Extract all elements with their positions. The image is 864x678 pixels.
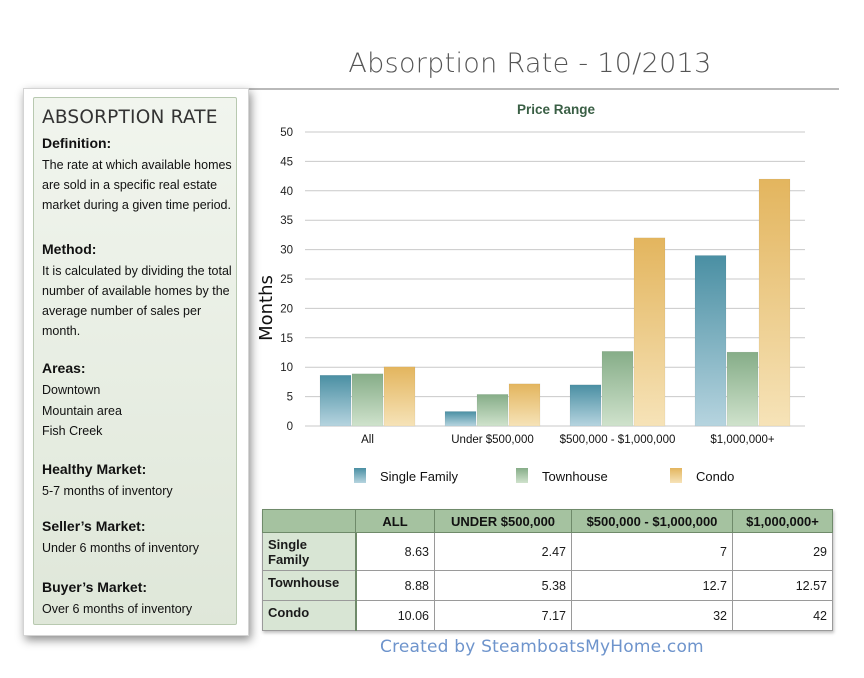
bar-townhouse [351, 373, 384, 427]
sellers-market-text: Under 6 months of inventory [42, 541, 200, 555]
table-header-row: ALL UNDER $500,000 $500,000 - $1,000,000… [262, 509, 833, 533]
table-cell: 8.63 [355, 532, 435, 571]
table-cell: 32 [571, 600, 733, 631]
legend-label: Single Family [380, 469, 459, 484]
bar-single-family [319, 375, 352, 427]
method-section: Method: It is calculated by dividing the… [42, 241, 238, 341]
y-tick-label: 0 [287, 421, 293, 433]
healthy-market-label: Healthy Market: [42, 461, 147, 477]
table-cell: 5.38 [434, 570, 572, 601]
bar-single-family [569, 384, 602, 427]
table-cell: 7.17 [434, 600, 572, 631]
credit-link[interactable]: Created by SteamboatsMyHome.com [380, 637, 704, 657]
y-axis-ticks: 0 5 10 15 20 25 30 35 40 45 50 [280, 127, 293, 433]
definition-section: Definition: The rate at which available … [42, 135, 238, 215]
method-text: It is calculated by dividing the total n… [42, 264, 232, 338]
x-tick-label: $500,000 - $1,000,000 [560, 434, 676, 446]
table-header-cell [262, 509, 356, 533]
y-tick-label: 5 [287, 392, 293, 404]
sellers-market-label: Seller’s Market: [42, 518, 146, 534]
areas-label: Areas: [42, 360, 86, 376]
legend-label: Townhouse [542, 469, 608, 484]
sellers-market-section: Seller’s Market: Under 6 months of inven… [42, 518, 238, 559]
y-tick-label: 35 [280, 215, 293, 227]
legend-swatch [516, 468, 528, 483]
bar-condo [383, 366, 416, 427]
y-tick-label: 45 [280, 156, 293, 168]
table-row: Townhouse 8.88 5.38 12.7 12.57 [262, 570, 833, 601]
absorption-bar-chart: Price Range Months 05101520253035404550 … [256, 102, 805, 484]
table-cell: 8.88 [355, 570, 435, 601]
area-item: Downtown [42, 383, 101, 397]
x-axis-ticks: All Under $500,000 $500,000 - $1,000,000 $1… [361, 434, 775, 446]
y-axis-label: Months [256, 275, 277, 341]
row-label: Single Family [262, 532, 357, 571]
table-header-cell: $500,000 - $1,000,000 [571, 509, 733, 533]
row-label: Townhouse [262, 570, 357, 601]
areas-section: Areas: Downtown Mountain area Fish Creek [42, 360, 238, 442]
table-cell: 29 [732, 532, 833, 571]
table-cell: 12.57 [732, 570, 833, 601]
buyers-market-label: Buyer’s Market: [42, 579, 148, 595]
table-row: Single Family 8.63 2.47 7 29 [262, 532, 833, 571]
bar-townhouse [476, 394, 509, 427]
table-header-cell: UNDER $500,000 [434, 509, 572, 533]
chart-title: Price Range [517, 102, 596, 117]
y-tick-label: 15 [280, 333, 293, 345]
definition-panel: ABSORPTION RATE Definition: The rate at … [23, 88, 249, 636]
bar-condo [508, 383, 541, 427]
y-tick-label: 20 [280, 303, 293, 315]
definition-text: The rate at which available homes are so… [42, 158, 232, 212]
definition-label: Definition: [42, 135, 112, 151]
bar-townhouse [726, 351, 759, 427]
table-row: Condo 10.06 7.17 32 42 [262, 600, 833, 631]
table-cell: 10.06 [355, 600, 435, 631]
data-table: ALL UNDER $500,000 $500,000 - $1,000,000… [262, 509, 833, 631]
healthy-market-text: 5-7 months of inventory [42, 484, 173, 498]
x-tick-label: $1,000,000+ [710, 434, 775, 446]
buyers-market-text: Over 6 months of inventory [42, 602, 193, 616]
x-tick-label: All [361, 434, 374, 446]
legend-swatch [354, 468, 366, 483]
bars [319, 178, 791, 427]
bar-single-family [444, 411, 477, 427]
bar-single-family [694, 255, 727, 427]
page-title: Absorption Rate - 10/2013 [348, 48, 712, 79]
y-tick-label: 30 [280, 245, 293, 257]
healthy-market-section: Healthy Market: 5-7 months of inventory [42, 461, 238, 502]
method-label: Method: [42, 241, 97, 257]
bar-condo [633, 237, 666, 427]
panel-heading: ABSORPTION RATE [42, 107, 218, 128]
bar-condo [758, 178, 791, 427]
bar-townhouse [601, 351, 634, 427]
table-cell: 12.7 [571, 570, 733, 601]
table-cell: 2.47 [434, 532, 572, 571]
legend: Single Family Townhouse Condo [354, 468, 734, 484]
y-tick-label: 40 [280, 186, 293, 198]
definition-panel-inner: ABSORPTION RATE Definition: The rate at … [33, 97, 237, 625]
table-cell: 42 [732, 600, 833, 631]
table-header-cell: $1,000,000+ [732, 509, 833, 533]
x-tick-label: Under $500,000 [451, 434, 533, 446]
y-tick-label: 25 [280, 274, 293, 286]
table-cell: 7 [571, 532, 733, 571]
buyers-market-section: Buyer’s Market: Over 6 months of invento… [42, 579, 238, 620]
y-tick-label: 50 [280, 127, 293, 139]
y-tick-label: 10 [280, 362, 293, 374]
row-label: Condo [262, 600, 357, 631]
legend-swatch [670, 468, 682, 483]
title-divider [247, 88, 839, 90]
area-item: Fish Creek [42, 424, 103, 438]
area-item: Mountain area [42, 403, 122, 418]
table-header-cell: ALL [355, 509, 435, 533]
legend-label: Condo [696, 469, 734, 484]
